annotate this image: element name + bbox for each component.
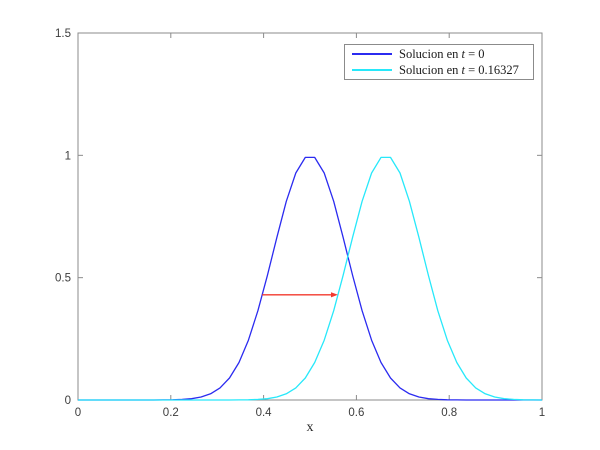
series-line-0 (78, 156, 542, 401)
x-axis-label: x (306, 420, 314, 435)
legend-label-prefix: Solucion en (399, 47, 462, 61)
legend-label: Solucion en t = 0 (399, 46, 485, 62)
legend-label-symbol: t (461, 47, 465, 61)
x-tick-label: 0 (75, 407, 81, 419)
axes-box (77, 32, 543, 401)
legend-entry-t016327[interactable]: Solucion en t = 0.16327 (347, 62, 531, 78)
legend[interactable]: Solucion en t = 0 Solucion en t = 0.1632… (344, 44, 534, 80)
legend-label-rest: = 0.16327 (464, 63, 519, 77)
y-tick-label: 1.5 (55, 28, 71, 40)
legend-label-symbol: t (461, 63, 465, 77)
x-tick-label: 0.6 (348, 407, 364, 419)
x-tick-label: 0.2 (163, 407, 179, 419)
y-tick-label: 1 (65, 150, 71, 162)
x-tick-label: 1 (539, 407, 545, 419)
legend-line-sample-blue (352, 53, 392, 55)
series-line-1 (78, 156, 543, 401)
legend-label-rest: = 0 (464, 47, 485, 61)
annotation-arrow-head (330, 292, 338, 298)
legend-label: Solucion en t = 0.16327 (399, 62, 519, 78)
y-tick-label: 0.5 (55, 273, 71, 285)
y-tick-label: 0 (65, 395, 71, 407)
x-tick-label: 0.4 (256, 407, 273, 419)
x-tick-label: 0.8 (441, 407, 457, 419)
legend-label-prefix: Solucion en (399, 63, 462, 77)
legend-entry-t0[interactable]: Solucion en t = 0 (347, 46, 531, 62)
legend-line-sample-cyan (352, 69, 392, 71)
